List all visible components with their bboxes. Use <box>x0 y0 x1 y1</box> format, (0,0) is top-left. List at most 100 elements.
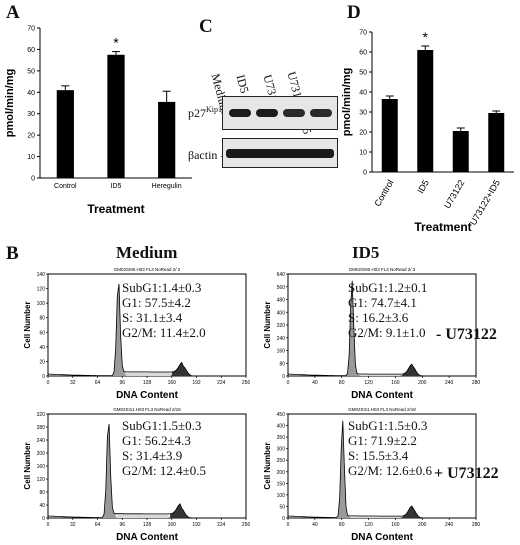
x-tick-label: 0 <box>287 380 290 386</box>
band-p27-lane-3 <box>283 109 305 117</box>
band-name-actin: βactin <box>188 148 218 162</box>
histogram-id5-minus: GM02SI90.H03 FL3 NoRead 2/ 3 0 80 160 240 320… <box>263 267 480 401</box>
category-label: Control <box>54 183 77 190</box>
stat-g1: G1: 71.9±2.2 <box>348 433 417 448</box>
y-tick-label: 140 <box>37 272 46 278</box>
category-label: ID5 <box>111 183 122 190</box>
panel-label-c: C <box>199 16 213 37</box>
y-tick-label: 320 <box>277 323 286 329</box>
x-tick-label: 200 <box>418 522 427 528</box>
y-axis-title: Cell Number <box>23 442 32 489</box>
stat-g1: G1: 56.2±4.3 <box>122 433 191 448</box>
x-tick-label: 64 <box>95 522 101 528</box>
y-axis-title: pmol/min/mg <box>4 69 16 137</box>
y-tick-label: 0 <box>363 170 367 177</box>
stat-s: S: 15.5±3.4 <box>348 448 409 463</box>
y-tick-label: 120 <box>37 477 46 483</box>
x-axis-title: DNA Content <box>116 390 179 401</box>
g2m-peak <box>402 506 423 518</box>
y-tick-label: 120 <box>37 287 46 293</box>
g1-peak <box>110 283 126 376</box>
lane-label-id5: ID5 <box>233 73 252 95</box>
y-tick-label: 640 <box>277 272 286 278</box>
y-tick-label: 10 <box>359 150 367 157</box>
stat-g2m: G2/M: 12.4±0.5 <box>122 463 207 478</box>
g1-peak <box>345 280 359 376</box>
y-tick-label: 40 <box>39 503 45 509</box>
histogram-header: GM02SI90.H03 FL3 NoRead 2/ 2 <box>114 267 181 272</box>
x-tick-label: 32 <box>70 522 76 528</box>
x-tick-label: 224 <box>217 380 226 386</box>
bar <box>381 99 398 172</box>
x-tick-label: 200 <box>418 380 427 386</box>
x-tick-label: 160 <box>391 522 400 528</box>
panel-label-a: A <box>6 2 20 23</box>
significance-marker: * <box>113 35 119 51</box>
stats-id5-minus: SubG1:1.2±0.1 G1: 74.7±4.1 S: 16.2±3.6 G… <box>348 280 427 340</box>
category-label: ID5 <box>415 178 431 195</box>
y-tick-label: 160 <box>37 464 46 470</box>
x-tick-label: 40 <box>312 522 318 528</box>
y-tick-label: 70 <box>359 30 367 37</box>
condition-plus-u73122: + U73122 <box>434 465 499 482</box>
blot-actin <box>222 138 338 168</box>
stat-g2m: G2/M: 12.6±0.6 <box>348 463 433 478</box>
y-tick-label: 450 <box>277 412 286 418</box>
stats-id5-plus: SubG1:1.5±0.3 G1: 71.9±2.2 S: 15.5±3.4 G… <box>348 418 432 478</box>
x-tick-label: 120 <box>364 380 373 386</box>
y-tick-label: 10 <box>27 154 35 161</box>
bar <box>107 54 125 178</box>
histogram-header: GM02SI90.H03 FL3 NoRead 2/ 3 <box>349 267 416 272</box>
y-tick-label: 30 <box>359 110 367 117</box>
y-tick-label: 30 <box>27 111 35 118</box>
plot-frame <box>47 273 247 377</box>
y-tick-label: 560 <box>277 285 286 291</box>
plot-frame <box>287 413 477 519</box>
histogram-medium-minus: GM02SI90.H03 FL3 NoRead 2/ 2 0 20 40 60 80 100… <box>23 267 250 401</box>
x-tick-label: 160 <box>168 380 177 386</box>
y-tick-label: 280 <box>37 425 46 431</box>
stat-s: S: 31.1±3.4 <box>122 310 183 325</box>
y-tick-label: 480 <box>277 298 286 304</box>
x-tick-label: 120 <box>364 522 373 528</box>
category-label: U73122+ID5 <box>468 178 502 227</box>
x-tick-label: 0 <box>47 522 50 528</box>
bar <box>452 131 469 172</box>
x-axis-title: Treatment <box>414 220 471 234</box>
x-tick-label: 96 <box>119 522 125 528</box>
x-axis-title: DNA Content <box>351 532 414 543</box>
stat-g2m: G2/M: 11.4±2.0 <box>122 325 206 340</box>
stat-s: S: 16.2±3.6 <box>348 310 409 325</box>
bar <box>158 101 176 178</box>
bar <box>488 113 505 172</box>
histogram-outline <box>287 280 476 377</box>
y-tick-label: 320 <box>37 412 46 418</box>
x-tick-label: 256 <box>242 522 250 528</box>
g2m-peak <box>402 364 423 376</box>
stat-g2m: G2/M: 9.1±1.0 <box>348 325 426 340</box>
stat-subg1: SubG1:1.4±0.3 <box>122 280 202 295</box>
histogram-outline <box>47 423 246 519</box>
y-tick-label: 20 <box>39 359 45 365</box>
panel-a-chart: 0 10 20 30 40 50 60 70 Control * ID5 Heregulin Treat… <box>4 26 192 216</box>
y-tick-label: 0 <box>42 516 45 522</box>
y-tick-label: 0 <box>42 374 45 380</box>
histogram-header: GM02SI11.H03 FL3 NoRead 2/18 <box>348 407 416 412</box>
y-tick-label: 20 <box>359 130 367 137</box>
stat-g1: G1: 57.5±4.2 <box>122 295 191 310</box>
x-tick-label: 64 <box>95 380 101 386</box>
y-tick-label: 60 <box>359 50 367 57</box>
western-blot: Medium ID5 U73122 U73122+ID5 p27Kip1→ βa… <box>188 40 344 170</box>
panel-label-b: B <box>6 243 19 264</box>
s-phase-region <box>350 516 401 518</box>
y-tick-label: 400 <box>277 310 286 316</box>
x-tick-label: 280 <box>472 380 480 386</box>
condition-minus-u73122: - U73122 <box>436 326 497 343</box>
histogram-id5-plus: GM02SI11.H03 FL3 NoRead 2/18 0 50 100 150 200… <box>263 407 480 543</box>
x-tick-label: 0 <box>47 380 50 386</box>
y-tick-label: 240 <box>37 438 46 444</box>
x-tick-label: 256 <box>242 380 250 386</box>
x-tick-label: 96 <box>119 380 125 386</box>
band-p27-lane-4 <box>310 109 332 117</box>
x-tick-label: 80 <box>339 522 345 528</box>
